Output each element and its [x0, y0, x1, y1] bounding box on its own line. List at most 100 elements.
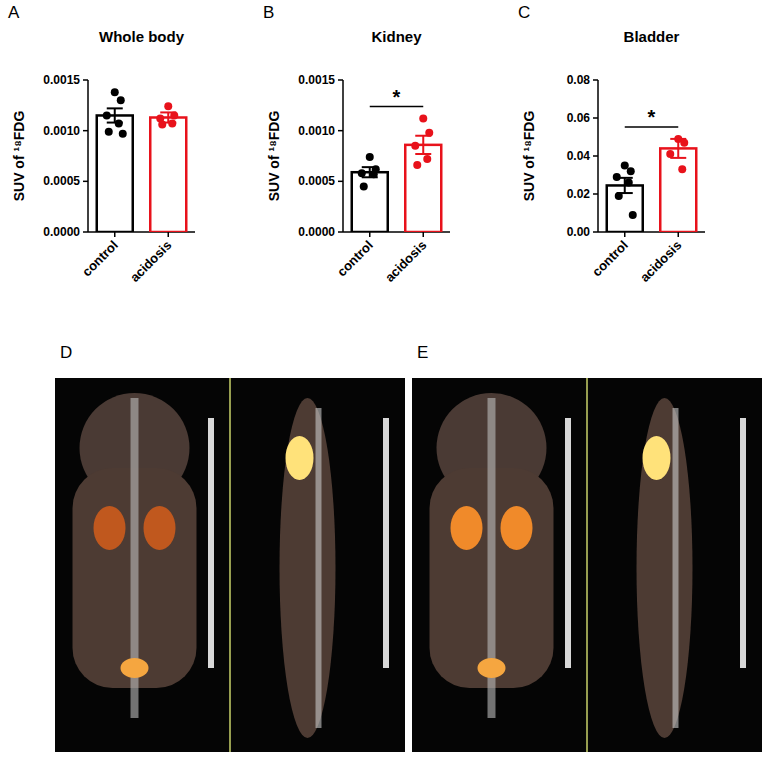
x-tick	[423, 232, 425, 237]
panel: CBladderSUV of ¹⁸FDG0.000.020.040.060.08…	[518, 3, 705, 285]
panel-letter: A	[8, 3, 20, 22]
kidney	[501, 506, 533, 550]
colorbar	[740, 418, 746, 668]
point	[423, 155, 431, 163]
marks	[352, 115, 442, 232]
panel-letter: D	[60, 343, 72, 362]
spine	[316, 408, 322, 728]
bar	[405, 145, 441, 232]
y-tick	[338, 181, 343, 183]
x-tick-label: acidosis	[382, 238, 429, 285]
x-tick	[624, 232, 626, 237]
point	[111, 88, 119, 96]
y-tick	[338, 231, 343, 233]
kidney	[144, 506, 176, 550]
x-tick	[168, 232, 170, 237]
point	[629, 211, 637, 219]
point	[625, 179, 633, 187]
kidney	[451, 506, 483, 550]
bar	[97, 115, 133, 232]
y-tick-label: 0.0015	[43, 73, 80, 87]
x-tick	[114, 232, 116, 237]
bar	[660, 148, 696, 232]
y-axis-title: SUV of ¹⁸FDG	[11, 111, 27, 202]
y-tick	[593, 79, 598, 81]
point	[158, 121, 166, 129]
kidney	[94, 506, 126, 550]
y-tick	[83, 79, 88, 81]
point	[360, 182, 368, 190]
point	[370, 170, 378, 178]
bar	[352, 172, 388, 232]
point	[425, 129, 433, 137]
x-tick-label: control	[334, 238, 376, 280]
error-line	[114, 108, 116, 122]
bladder	[478, 658, 506, 678]
point	[105, 128, 113, 136]
bar	[150, 117, 186, 232]
x-tick-label: acidosis	[637, 238, 684, 285]
error-cap	[415, 153, 431, 155]
point	[680, 139, 688, 147]
error-line	[422, 136, 424, 154]
y-tick-label: 0.0005	[298, 174, 335, 188]
x-tick-label: control	[79, 238, 121, 280]
error-line	[167, 112, 169, 122]
y-tick	[83, 181, 88, 183]
image-panel: E	[412, 343, 762, 752]
point	[678, 165, 686, 173]
x-tick-label: control	[589, 238, 631, 280]
point	[358, 169, 366, 177]
marks	[97, 88, 187, 232]
y-tick	[338, 79, 343, 81]
point	[115, 120, 123, 128]
panel-letter: C	[518, 3, 530, 22]
y-axis-title: SUV of ¹⁸FDG	[521, 111, 537, 202]
y-tick-label: 0.06	[567, 111, 591, 125]
point	[119, 130, 127, 138]
title: Bladder	[624, 28, 680, 45]
point	[419, 115, 427, 123]
point	[103, 111, 111, 119]
y-tick-label: 0.0000	[43, 225, 80, 239]
spine	[673, 408, 679, 728]
y-axis	[87, 80, 89, 232]
y-tick-label: 0.00	[567, 225, 591, 239]
colorbar	[565, 418, 571, 668]
y-axis	[342, 80, 344, 232]
point	[366, 153, 374, 161]
point	[168, 120, 176, 128]
y-tick-label: 0.0015	[298, 73, 335, 87]
x-tick	[678, 232, 680, 237]
bar	[607, 185, 643, 232]
x-tick	[369, 232, 371, 237]
point	[666, 150, 674, 158]
marks	[607, 135, 697, 232]
bladder	[121, 658, 149, 678]
image-background	[412, 378, 762, 752]
bladder	[643, 436, 671, 480]
point	[117, 96, 125, 104]
y-tick-label: 0.02	[567, 187, 591, 201]
y-tick	[83, 130, 88, 132]
body	[637, 398, 693, 738]
image-background	[55, 378, 405, 752]
y-tick-label: 0.04	[567, 149, 591, 163]
error-line	[624, 178, 626, 193]
y-tick-label: 0.0010	[43, 124, 80, 138]
y-tick-label: 0.0005	[43, 174, 80, 188]
title: Kidney	[371, 28, 422, 45]
error-bar	[617, 178, 633, 193]
point	[413, 161, 421, 169]
y-tick	[593, 231, 598, 233]
point	[627, 167, 635, 175]
colorbar	[208, 418, 214, 668]
y-tick-label: 0.0000	[298, 225, 335, 239]
panel: BKidneySUV of ¹⁸FDG0.00000.00050.00100.0…	[263, 3, 450, 285]
panel: AWhole bodySUV of ¹⁸FDG0.00000.00050.001…	[8, 3, 195, 285]
point	[615, 192, 623, 200]
y-tick	[83, 231, 88, 233]
divider	[586, 378, 588, 752]
y-tick	[593, 155, 598, 157]
y-tick	[593, 193, 598, 195]
